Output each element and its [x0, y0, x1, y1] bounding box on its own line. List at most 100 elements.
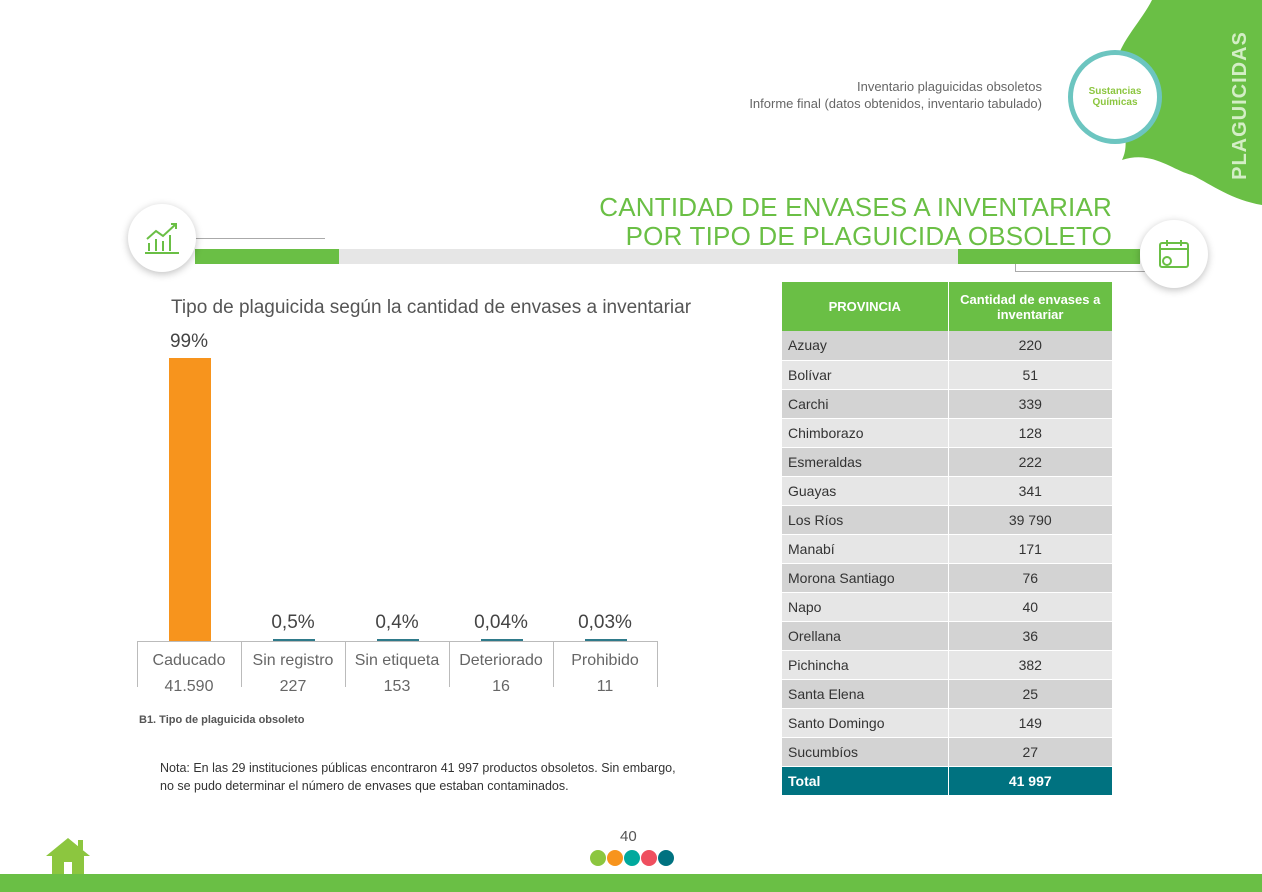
category-value: 227 — [279, 678, 307, 695]
table-row: Morona Santiago 76 — [782, 563, 1113, 593]
table-row: Santa Elena 25 — [782, 679, 1113, 709]
bar-sin-etiqueta — [377, 639, 419, 641]
count-cell: 25 — [948, 679, 1113, 709]
axis-separator — [241, 641, 242, 687]
table-row: Bolívar 51 — [782, 360, 1113, 390]
title-line-2: POR TIPO DE PLAGUICIDA OBSOLETO — [625, 221, 1112, 251]
category-name: Sin etiqueta — [354, 652, 440, 669]
section-tab-label: PLAGUICIDAS — [1228, 30, 1251, 180]
category-label: Sin etiqueta 153 — [345, 648, 449, 700]
footer-bar — [0, 874, 1262, 892]
color-dot — [658, 850, 674, 866]
province-cell: Los Ríos — [782, 505, 949, 535]
percent-label: 99% — [169, 331, 209, 352]
percent-label: 0,03% — [578, 612, 632, 633]
column-header-count: Cantidad de envases a inventariar — [948, 282, 1113, 331]
category-value: 11 — [596, 678, 614, 695]
bar-caducado — [169, 358, 211, 641]
province-cell: Esmeraldas — [782, 447, 949, 477]
color-dot — [641, 850, 657, 866]
province-cell: Pichincha — [782, 650, 949, 680]
logo-text: Sustancias Químicas — [1088, 86, 1142, 108]
table-row: Manabí 171 — [782, 534, 1113, 564]
section-tab: PLAGUICIDAS — [1218, 31, 1262, 180]
count-cell: 220 — [948, 331, 1113, 361]
bar-sin-registro — [273, 639, 315, 641]
province-table: PROVINCIA Cantidad de envases a inventar… — [782, 282, 1113, 796]
percent-label: 0,04% — [474, 612, 528, 633]
page-title: CANTIDAD DE ENVASES A INVENTARIAR POR TI… — [599, 193, 1112, 251]
province-cell: Santo Domingo — [782, 708, 949, 738]
color-dot — [624, 850, 640, 866]
divider-accent-left — [195, 249, 339, 264]
note: Nota: En las 29 instituciones públicas e… — [160, 759, 676, 795]
province-cell: Azuay — [782, 331, 949, 361]
table-row: Sucumbíos 27 — [782, 737, 1113, 767]
count-cell: 171 — [948, 534, 1113, 564]
category-value: 153 — [383, 678, 411, 695]
x-axis — [137, 641, 657, 642]
count-cell: 39 790 — [948, 505, 1113, 535]
category-label: Prohibido 11 — [553, 648, 657, 700]
province-cell: Orellana — [782, 621, 949, 651]
percent-label: 0,4% — [375, 612, 419, 633]
category-label: Sin registro 227 — [241, 648, 345, 700]
axis-separator — [345, 641, 346, 687]
bar-deteriorado — [481, 639, 523, 641]
column-header-province: PROVINCIA — [782, 282, 949, 331]
axis-separator — [657, 641, 658, 687]
count-cell: 382 — [948, 650, 1113, 680]
sustancias-quimicas-logo: Sustancias Químicas — [1068, 50, 1162, 144]
count-cell: 128 — [948, 418, 1113, 448]
category-name: Prohibido — [571, 652, 639, 669]
axis-separator — [449, 641, 450, 687]
category-label: Caducado 41.590 — [137, 648, 241, 700]
province-cell: Bolívar — [782, 360, 949, 390]
count-cell: 341 — [948, 476, 1113, 506]
table-row: Guayas 341 — [782, 476, 1113, 506]
color-dot — [607, 850, 623, 866]
total-row: Total 41 997 — [782, 766, 1113, 796]
home-icon[interactable] — [44, 836, 92, 876]
color-dot — [590, 850, 606, 866]
total-label: Total — [782, 766, 949, 796]
title-line-1: CANTIDAD DE ENVASES A INVENTARIAR — [599, 192, 1112, 222]
divider-accent-right — [958, 249, 1140, 264]
total-value: 41 997 — [948, 766, 1113, 796]
table-row: Chimborazo 128 — [782, 418, 1113, 448]
province-cell: Sucumbíos — [782, 737, 949, 767]
percent-label: 0,5% — [271, 612, 315, 633]
province-cell: Napo — [782, 592, 949, 622]
province-cell: Carchi — [782, 389, 949, 419]
table-row: Carchi 339 — [782, 389, 1113, 419]
connector-line — [1015, 264, 1145, 272]
color-dots — [590, 850, 674, 866]
green-brush-splash — [1117, 0, 1262, 205]
connector-line — [195, 238, 325, 239]
page-number: 40 — [620, 828, 637, 845]
count-cell: 149 — [948, 708, 1113, 738]
table-row: Santo Domingo 149 — [782, 708, 1113, 738]
category-value: 16 — [492, 678, 510, 695]
count-cell: 36 — [948, 621, 1113, 651]
table-row: Pichincha 382 — [782, 650, 1113, 680]
table-row: Orellana 36 — [782, 621, 1113, 651]
title-divider-bar — [195, 249, 1140, 264]
province-cell: Santa Elena — [782, 679, 949, 709]
category-name: Deteriorado — [459, 652, 543, 669]
count-cell: 222 — [948, 447, 1113, 477]
header-line-2: Informe final (datos obtenidos, inventar… — [749, 96, 1042, 111]
count-cell: 27 — [948, 737, 1113, 767]
count-cell: 51 — [948, 360, 1113, 390]
figure-caption: B1. Tipo de plaguicida obsoleto — [139, 714, 305, 726]
growth-chart-icon — [128, 204, 196, 272]
count-cell: 76 — [948, 563, 1113, 593]
chart-title: Tipo de plaguicida según la cantidad de … — [171, 297, 692, 318]
header-line-1: Inventario plaguicidas obsoletos — [856, 79, 1042, 94]
note-line-1: Nota: En las 29 instituciones públicas e… — [160, 761, 676, 775]
count-cell: 40 — [948, 592, 1113, 622]
axis-separator — [137, 641, 138, 687]
province-cell: Chimborazo — [782, 418, 949, 448]
table-row: Los Ríos 39 790 — [782, 505, 1113, 535]
document-header: Inventario plaguicidas obsoletos Informe… — [749, 78, 1042, 112]
